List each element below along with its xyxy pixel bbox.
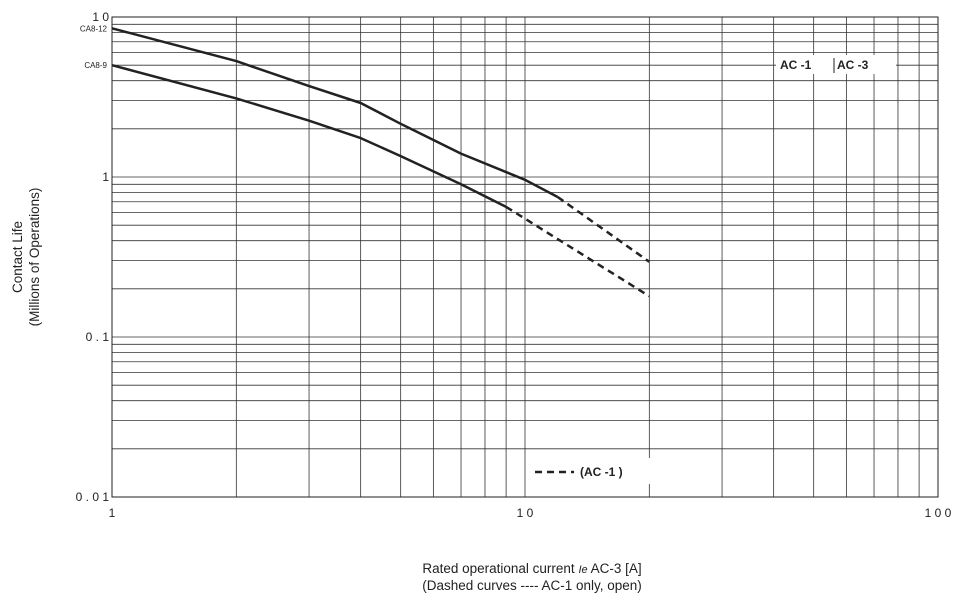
x-axis-label-prefix: Rated operational current [422,561,578,576]
curve-labels: CA8-12 CA8-9 [80,24,108,70]
series-solid-curve [111,27,559,199]
y-tick-label: 0 . 1 [86,330,110,344]
x-axis-label-symbol: Ie [578,564,587,576]
series-solid-curve [111,63,507,209]
x-axis-label-suffix: AC-3 [A] [588,561,642,576]
grid-lines [111,17,938,498]
series-dashed-curve [556,195,651,263]
plot-frame [111,16,939,498]
curves [111,27,651,298]
series-name-label: CA8-9 [84,61,107,70]
x-tick-label: 1 [109,506,116,520]
tick-labels: 1 1 0 1 0 0 0 . 0 1 0 . 1 1 1 0 [76,10,952,520]
legend-type-box: AC -1 AC -3 [776,55,896,74]
x-axis-label-line1: Rated operational current Ie AC-3 [A] [422,561,641,576]
x-tick-label: 1 0 [517,506,534,520]
legend-dashed-label: (AC -1 ) [580,465,623,479]
series-dashed-curve [505,205,650,298]
x-tick-label: 1 0 0 [925,506,952,520]
y-tick-label: 1 0 [92,10,109,24]
legend-dashed: (AC -1 ) [530,458,658,484]
x-axis-label-line2: (Dashed curves ---- AC-1 only, open) [422,578,642,593]
y-tick-label: 1 [102,170,109,184]
y-axis-label-line2: (Millions of Operations) [27,188,42,327]
legend-type-box-bg [776,55,896,74]
y-axis-label-line1: Contact Life [10,221,25,293]
legend-ac1-label: AC -1 [780,58,812,72]
y-tick-label: 0 . 0 1 [76,490,110,504]
series-name-label: CA8-12 [80,24,108,33]
legend-ac3-label: AC -3 [837,58,869,72]
